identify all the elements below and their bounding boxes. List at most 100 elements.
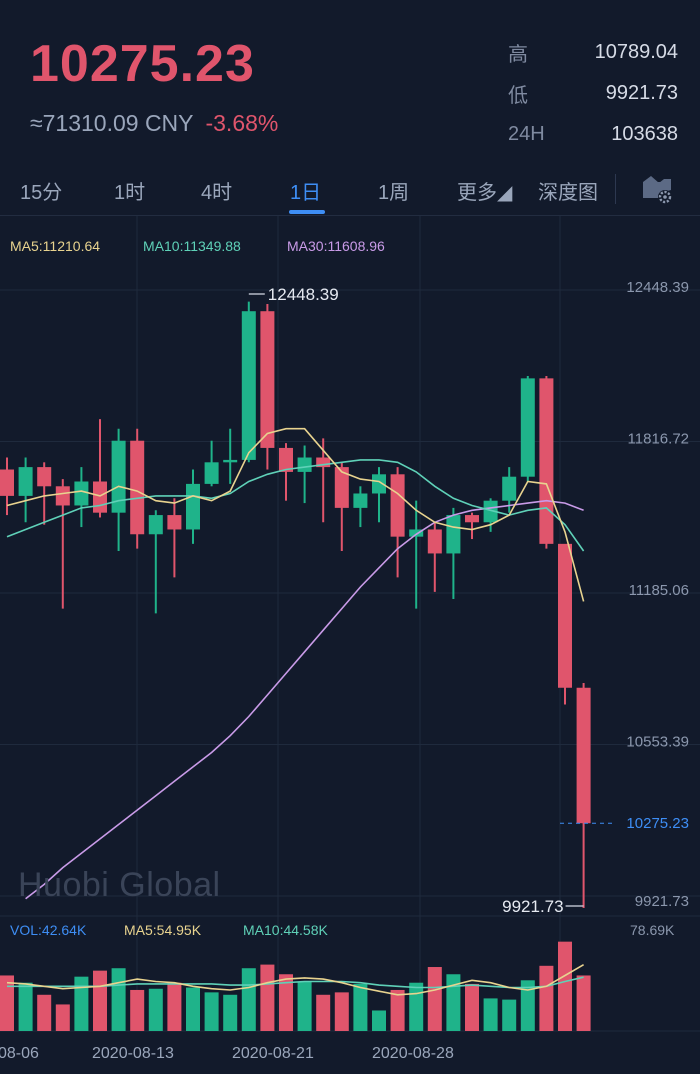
y-axis-label: 11185.06 [629,582,689,599]
volume-bar [539,965,554,1031]
ma30-line [25,499,584,900]
stat-high-value: 10789.04 [594,41,678,63]
vol-legend: VOL:42.64K [10,922,87,938]
volume-bar [520,980,535,1031]
volume-bar [74,976,89,1031]
ticker-header: 10275.23 ≈71310.09 CNY -3.68% 高 10789.04… [0,0,700,160]
volume-bar [241,968,256,1031]
candle-body [502,476,517,501]
ma10-line [6,459,585,552]
vol-max-label: 78.69K [630,922,675,938]
candle-body [37,467,52,487]
candle-body [148,515,163,535]
candle-body [409,529,424,537]
last-price: 10275.23 [30,35,255,93]
kline-chart[interactable]: 12448.39 11816.72 11185.06 10553.39 9921.73 1… [0,216,700,1074]
volume-bar [427,967,442,1031]
volume-bar [409,982,424,1031]
ma30-legend: MA30:11608.96 [287,238,385,254]
watermark-text: Huobi Global [18,866,221,904]
active-tab-indicator [289,210,325,214]
candle-body [353,493,368,508]
stat-24h: 24H 103638 [508,114,678,155]
candle-body [520,378,535,477]
tab-depth[interactable]: 深度图 [538,182,598,204]
candle-body [558,543,572,688]
volume-bar [483,998,498,1031]
stat-high-label: 高 [508,44,528,66]
current-price-label: 10275.23 [626,815,689,832]
volume-bar [111,968,126,1031]
candle-body [279,447,293,472]
y-axis-label: 9921.73 [635,893,689,910]
x-axis-label: 2020-08-13 [92,1045,174,1062]
candle-body [465,515,479,523]
x-axis-label: 08-06 [0,1045,39,1062]
volume-bar [204,992,219,1031]
volume-bar [223,994,238,1031]
volume-bar [353,983,368,1031]
tab-1w[interactable]: 1周 [378,182,410,204]
vol-ma5-line [6,964,585,996]
y-axis-label: 12448.39 [626,279,689,296]
volume-bar [18,982,33,1031]
interval-tabs: 15分 1时 4时 1日 1周 更多◢ 深度图 [0,160,700,216]
volume-bar [576,975,591,1031]
tab-15m[interactable]: 15分 [20,182,63,204]
candle-body [539,378,554,544]
stats-panel: 高 10789.04 低 9921.73 24H 103638 [508,32,678,155]
tab-4h[interactable]: 4时 [201,182,233,204]
candle-body [297,457,312,472]
candle-body [241,311,256,460]
tab-1d[interactable]: 1日 [290,182,322,204]
candle-body [483,500,498,523]
chart-settings-icon[interactable] [640,172,674,206]
y-axis-label: 11816.72 [628,431,689,448]
ma5-legend: MA5:11210.64 [10,238,101,254]
vol-ma5-legend: MA5:54.95K [124,922,202,938]
volume-bar [0,975,14,1031]
x-axis-label: 2020-08-28 [372,1045,454,1062]
candle-body [18,467,33,496]
x-axis-label: 2020-08-21 [232,1045,314,1062]
price-sub-row: ≈71310.09 CNY -3.68% [30,110,278,137]
candle-body [74,481,89,506]
candle-body [223,459,238,463]
volume-bar [446,974,461,1031]
candle-body [55,486,70,506]
volume-bar [260,964,275,1031]
candle-body [316,457,331,468]
volume-bar [148,988,163,1031]
candle-body [260,311,275,448]
candle-body [334,467,349,508]
candle-body [427,529,442,554]
stat-high: 高 10789.04 [508,32,678,73]
tab-more[interactable]: 更多◢ [457,182,513,204]
volume-bar [55,1004,70,1031]
volume-bar [558,941,572,1031]
volume-bar [465,983,479,1031]
candle-body [0,469,14,496]
y-axis-label: 10553.39 [626,734,689,751]
volume-bar [37,994,52,1031]
volume-bar [316,994,331,1031]
candle-body [167,515,182,530]
stat-low: 低 9921.73 [508,73,678,114]
candle-body [204,462,219,484]
stat-low-value: 9921.73 [605,82,678,104]
volume-bar [130,989,145,1031]
candle-body [186,483,200,530]
stat-24h-value: 103638 [611,123,678,145]
candle-body [576,687,591,824]
candle-body [93,481,107,513]
volume-bar [167,982,182,1031]
ma10-legend: MA10:11349.88 [143,238,241,254]
min-price-label: 9921.73 [502,897,563,916]
volume-bar [279,974,293,1031]
tab-1h[interactable]: 1时 [114,182,146,204]
stat-low-label: 低 [508,85,528,107]
candle-body [446,515,461,554]
candle-body [390,474,405,537]
max-price-label: 12448.39 [268,285,339,304]
volume-bar [390,989,405,1031]
